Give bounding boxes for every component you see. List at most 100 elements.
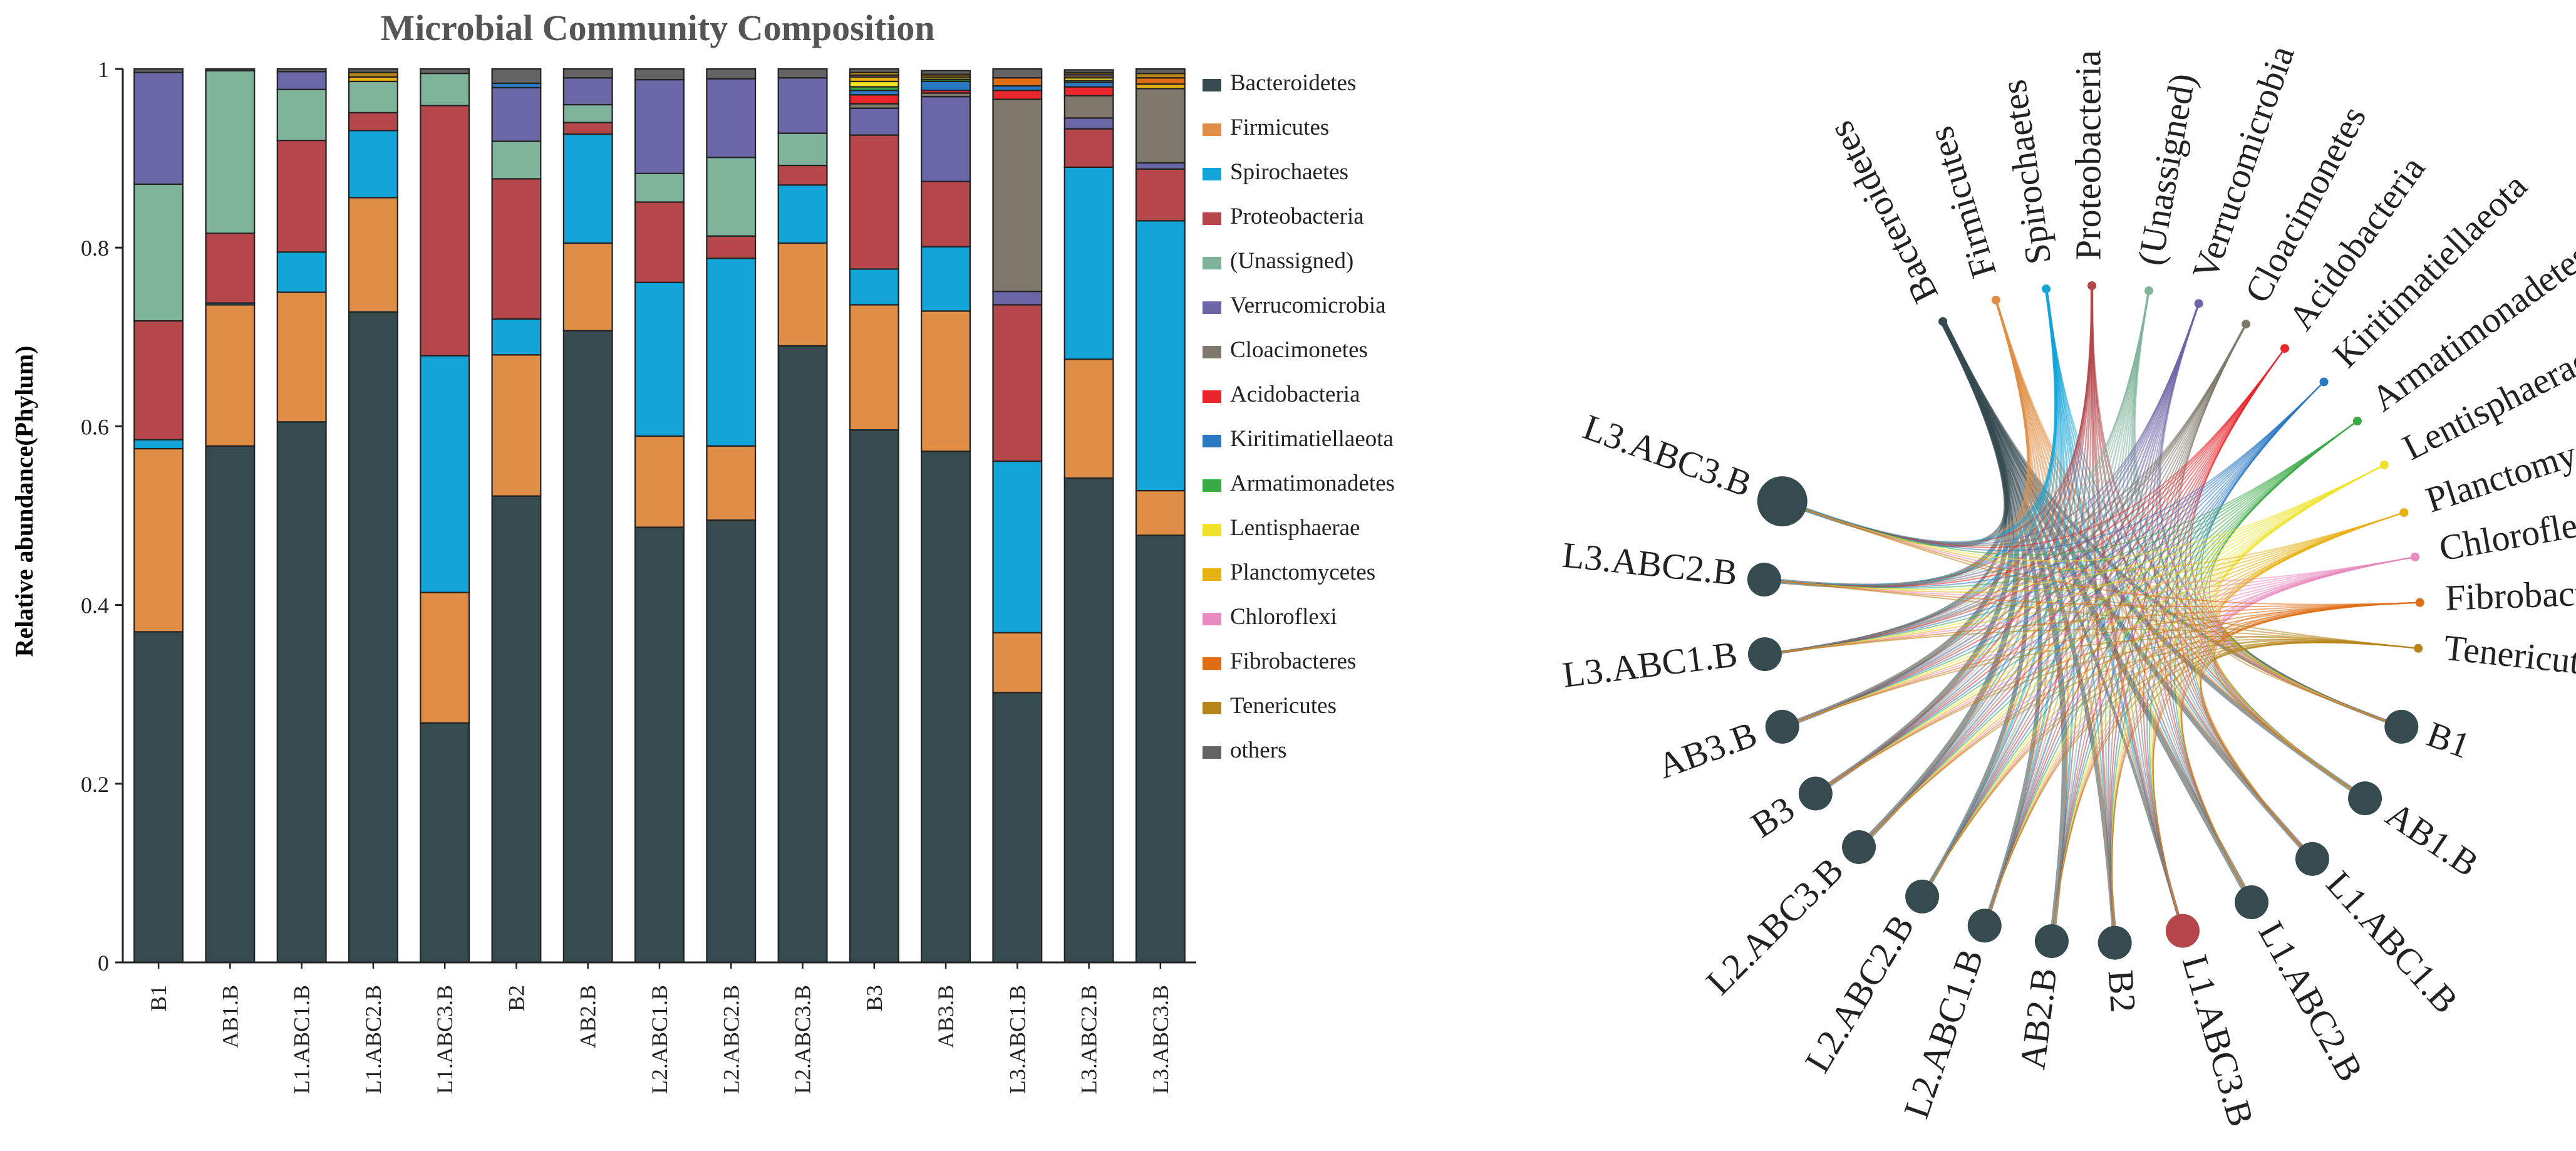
chart-title: Microbial Community Composition (380, 8, 934, 48)
sample-label-l2-abc2-b: L2.ABC2.B (1797, 908, 1922, 1080)
bar-b2-firmicutes (491, 354, 542, 497)
sample-node-l1-abc3-b (2165, 914, 2200, 948)
bar-l2-abc3-b-unassigned (777, 132, 828, 167)
bar-b2-spirochaetes (491, 318, 542, 356)
bar-l2-abc3-b-spirochaetes (777, 184, 828, 244)
ribbon-tenericutes-l3-abc3-b (1786, 502, 2416, 649)
bar-l3-abc3-b-spirochaetes (1135, 220, 1186, 492)
phylum-node-cloacimonetes (2242, 320, 2251, 329)
phylum-node-fibrobacteres (2415, 598, 2424, 607)
sample-node-l1-abc1-b (2295, 841, 2329, 876)
ribbon-planctomycetes-l3-abc1-b (1768, 513, 2402, 655)
x-tick-label-b1: B1 (146, 985, 171, 1011)
bar-b1-verrucomicrobia (133, 71, 184, 185)
bar-l3-abc1-b-bacteroidetes (992, 692, 1043, 964)
legend: Bacteroidetes Firmicutes Spirochaetes Prote… (1203, 70, 1395, 763)
bar-l2-abc2-b-bacteroidetes (706, 519, 757, 964)
bar-l3-abc3-b-cloacimonetes (1135, 88, 1186, 164)
bar-ab3-b-proteobacteria (921, 180, 971, 247)
bar-l1-abc2-b-bacteroidetes (348, 311, 398, 964)
bar-stack-l1-abc3-b (420, 68, 470, 964)
bar-l2-abc2-b-firmicutes (706, 445, 757, 521)
bar-b3-bacteroidetes (849, 429, 899, 964)
ribbon-lentisphaerae-l3-abc1-b (1768, 466, 2382, 655)
phylum-node-bacteroidetes (1938, 317, 1948, 326)
bar-b3-others (849, 68, 899, 73)
bar-stack-l2-abc2-b (706, 68, 757, 964)
bar-l2-abc3-b-bacteroidetes (777, 345, 828, 964)
legend-swatch-tenericutes (1203, 702, 1221, 714)
bar-l1-abc1-b-others (276, 68, 327, 73)
bar-l1-abc3-b-firmicutes (420, 591, 470, 724)
bar-ab1-b-others (205, 68, 256, 71)
bar-stack-ab3-b (921, 70, 971, 964)
sample-label-l1-abc3-b: L1.ABC3.B (2175, 950, 2262, 1130)
y-axis: 0 0.2 0.4 0.6 0.8 1 (81, 57, 124, 976)
x-tick-label-ab3-b: AB3.B (933, 985, 958, 1048)
y-tick-label: 1 (98, 57, 109, 82)
bar-stack-l2-abc3-b (777, 68, 828, 964)
bar-stack-ab2-b (562, 68, 613, 964)
sample-label-l2-abc3-b: L2.ABC3.B (1698, 850, 1851, 1003)
bar-ab1-b-firmicutes (205, 304, 256, 447)
ribbon-planctomycetes-l3-abc2-b (1767, 513, 2402, 593)
bar-b1-bacteroidetes (133, 631, 184, 964)
sample-label-l3-abc1-b: L3.ABC1.B (1560, 633, 1739, 695)
bar-l1-abc2-b-others (348, 68, 398, 73)
ribbon-tenericutes-l2-abc3-b (1861, 640, 2416, 845)
bar-l3-abc3-b-others (1135, 68, 1186, 75)
bar-b2-bacteroidetes (491, 495, 542, 964)
bar-l3-abc1-b-cloacimonetes (992, 98, 1043, 293)
bar-ab3-b-bacteroidetes (921, 451, 971, 964)
legend-label-acidobacteria: Acidobacteria (1230, 382, 1360, 407)
ribbon-tenericutes-ab3-b (1786, 636, 2416, 726)
chord-nodes (1747, 281, 2424, 960)
bar-l2-abc1-b-proteobacteria (634, 201, 685, 283)
ribbon-acidobacteria-l2-abc1-b (1985, 350, 2284, 922)
phylum-node-spirochaetes (2042, 284, 2051, 294)
legend-label-tenericutes: Tenericutes (1230, 693, 1337, 719)
bar-ab3-b-others (921, 70, 971, 75)
phylum-node-tenericutes (2414, 643, 2423, 653)
ribbon-verrucomicrobia-ab2-b (2051, 305, 2199, 938)
x-tick-label-l3-abc1-b: L3.ABC1.B (1005, 985, 1030, 1094)
bar-l2-abc2-b-spirochaetes (706, 258, 757, 447)
sample-label-l3-abc2-b: L3.ABC2.B (1561, 534, 1740, 593)
phylum-node-chloroflexi (2411, 553, 2420, 562)
bar-l1-abc2-b-firmicutes (348, 197, 398, 313)
legend-swatch-chloroflexi (1203, 613, 1221, 625)
bar-l2-abc3-b-verrucomicrobia (777, 77, 828, 134)
bar-l1-abc2-b-spirochaetes (348, 130, 398, 199)
sample-node-ab3-b (1765, 709, 1799, 744)
ribbon-chloroflexi-ab3-b (1786, 556, 2413, 726)
bar-stack-ab1-b (205, 68, 256, 964)
legend-swatch-unassigned (1203, 257, 1221, 269)
ribbon-tenericutes-l2-abc2-b (1923, 641, 2416, 894)
chord-ribbons (1767, 288, 2418, 939)
bar-stack-b2 (491, 68, 542, 964)
bar-l3-abc2-b-proteobacteria (1063, 128, 1114, 168)
ribbon-planctomycetes-l1-abc3-b (2151, 513, 2402, 928)
legend-swatch-others (1203, 746, 1221, 759)
ribbon-acidobacteria-ab3-b (1786, 350, 2284, 726)
legend-swatch-fibrobacteres (1203, 657, 1221, 670)
legend-swatch-acidobacteria (1203, 390, 1221, 403)
legend-swatch-bacteroidetes (1203, 79, 1221, 91)
bar-stack-l2-abc1-b (634, 68, 685, 964)
bar-l3-abc1-b-firmicutes (992, 632, 1043, 694)
ribbon-kiritimatiellaeota-ab3-b (1786, 383, 2323, 726)
ribbon-lentisphaerae-l2-abc3-b (1861, 466, 2382, 845)
bar-l1-abc3-b-proteobacteria (420, 105, 470, 357)
bar-l3-abc2-b-cloacimonetes (1063, 95, 1114, 119)
ribbon-fibrobacteres-l3-abc3-b (1786, 502, 2418, 605)
legend-label-kiritimatiellaeota: Kiritimatiellaeota (1230, 426, 1394, 452)
bar-l3-abc3-b-proteobacteria (1135, 168, 1186, 222)
sample-label-l2-abc1-b: L2.ABC1.B (1896, 944, 1992, 1123)
ribbon-planctomycetes-ab3-b (1786, 513, 2402, 726)
x-tick-label-l2-abc2-b: L2.ABC2.B (718, 985, 743, 1094)
legend-label-others: others (1230, 737, 1286, 763)
sample-node-l3-abc3-b (1757, 476, 1808, 527)
legend-label-bacteroidetes: Bacteroidetes (1230, 70, 1356, 96)
legend-label-chloroflexi: Chloroflexi (1230, 604, 1337, 630)
